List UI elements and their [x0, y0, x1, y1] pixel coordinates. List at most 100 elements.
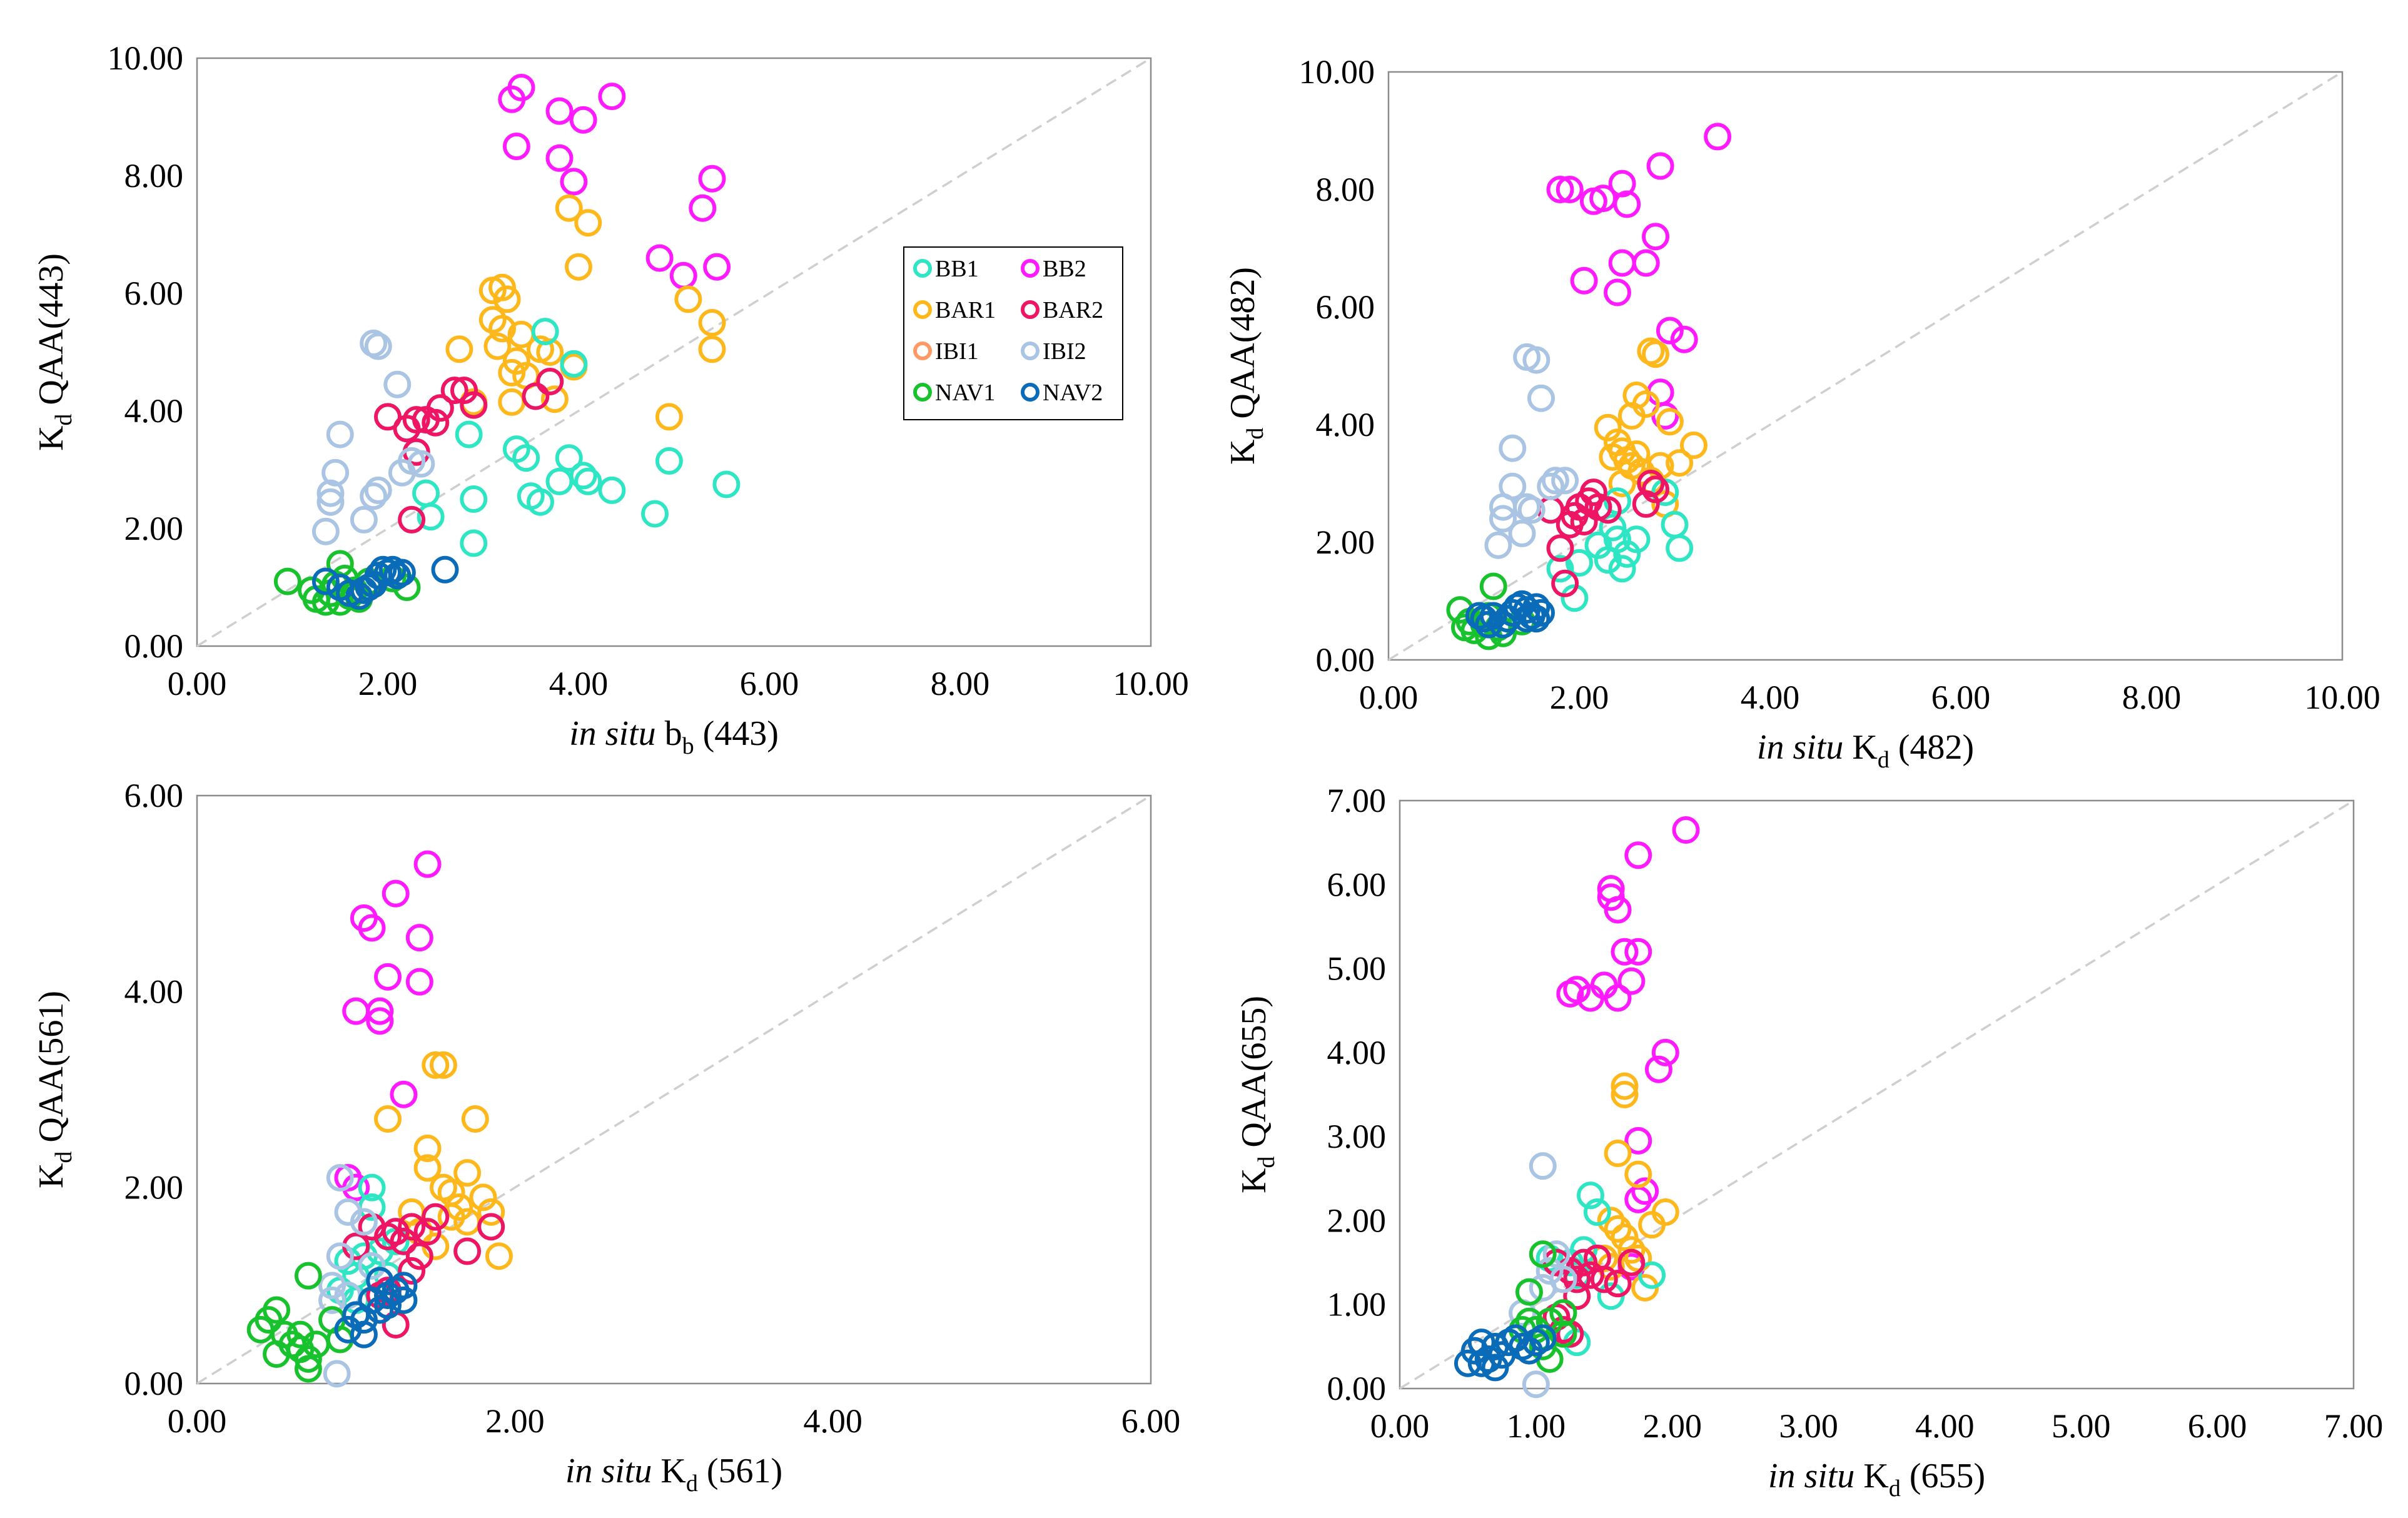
data-point — [1642, 340, 1669, 368]
legend-marker — [913, 383, 932, 402]
data-point — [1608, 249, 1636, 277]
data-point — [355, 574, 383, 601]
x-tick-label: 2.00 — [1642, 1407, 1702, 1445]
data-point — [1570, 266, 1598, 295]
x-axis-label-italic: in situ — [1768, 1457, 1854, 1495]
series-bb1 — [1546, 478, 1694, 612]
data-point — [1680, 431, 1707, 459]
x-axis-label-italic: in situ — [1757, 728, 1843, 767]
x-tick-label: 0.00 — [1370, 1407, 1430, 1445]
series-nav2 — [1465, 590, 1555, 639]
data-point — [326, 588, 354, 616]
legend-entry: NAV2 — [1043, 380, 1103, 406]
series-nav2 — [1454, 1324, 1557, 1382]
legend-marker — [1021, 300, 1040, 319]
data-point — [1479, 602, 1507, 630]
data-point — [1529, 1152, 1557, 1180]
legend-entry: BB2 — [1043, 256, 1086, 282]
data-point — [698, 335, 726, 363]
plot-area — [1387, 71, 2344, 661]
data-point — [1604, 1270, 1632, 1298]
data-point — [323, 1360, 351, 1388]
data-point — [1522, 1370, 1550, 1399]
data-point — [483, 332, 512, 360]
y-axis-label-sub: d — [1253, 1156, 1280, 1168]
data-point — [536, 338, 564, 366]
data-point — [1583, 1198, 1611, 1226]
data-point — [1604, 278, 1631, 306]
y-axis-label-rest: QAA(443) — [32, 253, 71, 414]
series-bar2 — [1542, 1244, 1646, 1348]
data-point — [1638, 1261, 1666, 1289]
x-tick-label: 2.00 — [358, 665, 418, 702]
data-point — [461, 1105, 489, 1133]
x-axis-label-rest: (482) — [1889, 728, 1974, 767]
x-axis-label-sub: b — [682, 733, 694, 759]
data-point — [1597, 1207, 1625, 1235]
x-axis-label-sub: d — [686, 1470, 698, 1497]
data-point — [498, 388, 526, 416]
series-bar2 — [374, 368, 564, 534]
y-tick-label: 1.00 — [1327, 1286, 1387, 1323]
series-nav2 — [311, 555, 459, 610]
data-point — [445, 335, 473, 363]
series-bb2 — [334, 850, 442, 1202]
x-tick-label: 8.00 — [2122, 679, 2182, 716]
y-tick-label: 5.00 — [1327, 950, 1387, 988]
x-axis-label: in situ Kd (482) — [1757, 728, 1974, 773]
data-point — [431, 555, 459, 584]
data-point — [390, 1227, 418, 1255]
data-point — [1608, 170, 1636, 198]
x-tick-label: 4.00 — [1741, 679, 1800, 716]
legend-entry: IBI2 — [1043, 338, 1086, 365]
x-tick-label: 2.00 — [1550, 679, 1609, 716]
data-point — [1611, 1072, 1639, 1100]
data-point — [698, 164, 726, 193]
data-point — [1535, 1257, 1564, 1285]
data-point — [413, 1135, 442, 1162]
series-ibi2 — [311, 329, 435, 545]
data-point — [1613, 540, 1641, 568]
x-axis-label-main: b — [656, 714, 682, 753]
data-point — [1632, 390, 1660, 418]
x-tick-label: 6.00 — [1121, 1402, 1181, 1440]
data-point — [555, 194, 583, 222]
y-tick-label: 7.00 — [1327, 782, 1387, 819]
data-point — [429, 1051, 457, 1079]
data-point — [422, 1051, 450, 1079]
data-point — [374, 1105, 402, 1133]
y-tick-label: 2.00 — [1316, 524, 1375, 561]
data-point — [1570, 508, 1598, 536]
data-point — [1622, 382, 1651, 409]
data-point — [1467, 1328, 1495, 1357]
data-point — [598, 476, 626, 504]
data-point — [1632, 490, 1660, 518]
data-point — [1484, 531, 1512, 559]
y-axis-label-sub: d — [1242, 428, 1268, 440]
x-axis-label-main: K — [652, 1452, 685, 1490]
data-point — [560, 168, 588, 196]
legend-marker — [1021, 342, 1040, 360]
data-point — [1646, 152, 1674, 180]
legend-marker — [913, 259, 932, 278]
data-point — [569, 106, 597, 134]
series-ibi2 — [1484, 343, 1579, 559]
y-axis-label-rest: QAA(561) — [32, 991, 71, 1151]
data-point — [1522, 605, 1551, 633]
data-point — [364, 332, 392, 360]
y-tick-label: 2.00 — [1327, 1202, 1387, 1239]
data-point — [398, 1257, 426, 1285]
data-point — [1590, 1265, 1618, 1293]
data-point — [413, 850, 442, 878]
data-point — [1479, 572, 1507, 600]
data-point — [569, 462, 597, 490]
data-point — [531, 318, 559, 346]
data-point — [545, 467, 574, 495]
data-point — [453, 1237, 482, 1265]
data-point — [360, 482, 388, 510]
data-point — [641, 500, 669, 528]
y-axis-label: Kd QAA(655) — [1235, 996, 1280, 1193]
data-point — [350, 505, 378, 534]
data-point — [316, 488, 345, 516]
data-point — [527, 488, 554, 516]
